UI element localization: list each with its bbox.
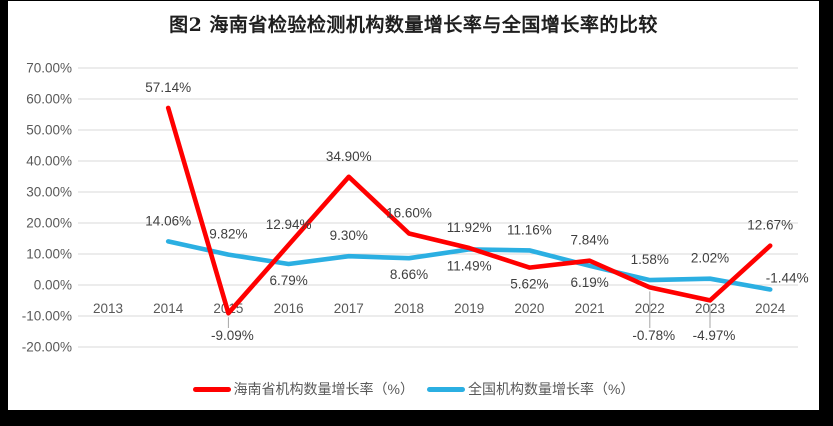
y-axis-tick-label: 40.00% xyxy=(26,154,72,169)
y-axis-tick-label: 10.00% xyxy=(26,247,72,262)
x-axis-tick-label: 2020 xyxy=(514,301,544,316)
legend-label-national: 全国机构数量增长率（%） xyxy=(468,381,635,397)
data-label-national: 6.19% xyxy=(570,275,608,290)
data-label-hainan: -0.78% xyxy=(632,328,675,343)
y-axis-tick-label: 60.00% xyxy=(26,92,72,107)
data-label-national: 11.16% xyxy=(507,222,552,237)
x-axis-tick-label: 2014 xyxy=(153,301,184,316)
data-label-hainan: 34.90% xyxy=(326,149,372,164)
legend-label-hainan: 海南省机构数量增长率（%） xyxy=(233,381,414,397)
x-axis-tick-label: 2018 xyxy=(394,301,424,316)
data-label-hainan: 12.67% xyxy=(747,218,793,233)
y-axis-tick-label: 0.00% xyxy=(34,278,72,293)
series-line-hainan xyxy=(165,105,773,316)
y-axis-tick-label: 50.00% xyxy=(26,123,72,138)
data-label-national: 1.58% xyxy=(631,252,669,267)
y-axis-tick-label: -10.00% xyxy=(22,309,72,324)
x-axis-tick-label: 2016 xyxy=(274,301,304,316)
legend-swatch-hainan xyxy=(192,386,231,392)
data-label-hainan: -4.97% xyxy=(693,328,736,343)
x-axis-tick-label: 2017 xyxy=(334,301,364,316)
data-label-national: 2.02% xyxy=(691,251,729,266)
chart-title: 图2 海南省检验检测机构数量增长率与全国增长率的比较 xyxy=(169,14,658,36)
data-label-national: 8.66% xyxy=(390,267,428,282)
data-label-hainan: 5.62% xyxy=(510,277,548,292)
data-label-national: 14.06% xyxy=(145,213,191,228)
y-axis-tick-label: -20.00% xyxy=(22,340,72,355)
y-axis-tick-label: 20.00% xyxy=(26,216,72,231)
data-label-hainan: 16.60% xyxy=(386,206,432,221)
x-axis-tick-label: 2019 xyxy=(454,301,484,316)
legend-swatch-national xyxy=(427,386,465,392)
data-label-national: 6.79% xyxy=(269,273,307,288)
data-label-hainan: 7.84% xyxy=(570,233,608,248)
y-axis-tick-label: 30.00% xyxy=(26,185,72,200)
data-label-national: 9.82% xyxy=(209,227,247,242)
y-axis-tick-label: 70.00% xyxy=(26,61,72,76)
legend-item-national: 全国机构数量增长率（%） xyxy=(427,379,634,399)
data-label-national: -1.44% xyxy=(766,270,809,285)
data-label-hainan: 57.14% xyxy=(145,80,191,95)
data-label-hainan: 12.94% xyxy=(266,217,312,232)
data-label-hainan: 11.92% xyxy=(447,220,492,235)
chart-legend: 海南省机构数量增长率（%） 全国机构数量增长率（%） xyxy=(8,379,819,399)
data-label-national: 9.30% xyxy=(330,228,368,243)
legend-item-hainan: 海南省机构数量增长率（%） xyxy=(192,379,414,399)
x-axis-tick-label: 2021 xyxy=(575,301,605,316)
x-axis-tick-label: 2013 xyxy=(93,301,123,316)
chart-canvas: 图2 海南省检验检测机构数量增长率与全国增长率的比较 70.00% 60.00% 5… xyxy=(8,1,819,410)
data-label-national: 11.49% xyxy=(447,258,492,273)
data-label-hainan: -9.09% xyxy=(211,328,254,343)
x-axis-tick-label: 2024 xyxy=(755,301,786,316)
line-chart-plot: 70.00% 60.00% 50.00% 40.00% 30.00% 20.00% 10.0… xyxy=(22,61,809,355)
